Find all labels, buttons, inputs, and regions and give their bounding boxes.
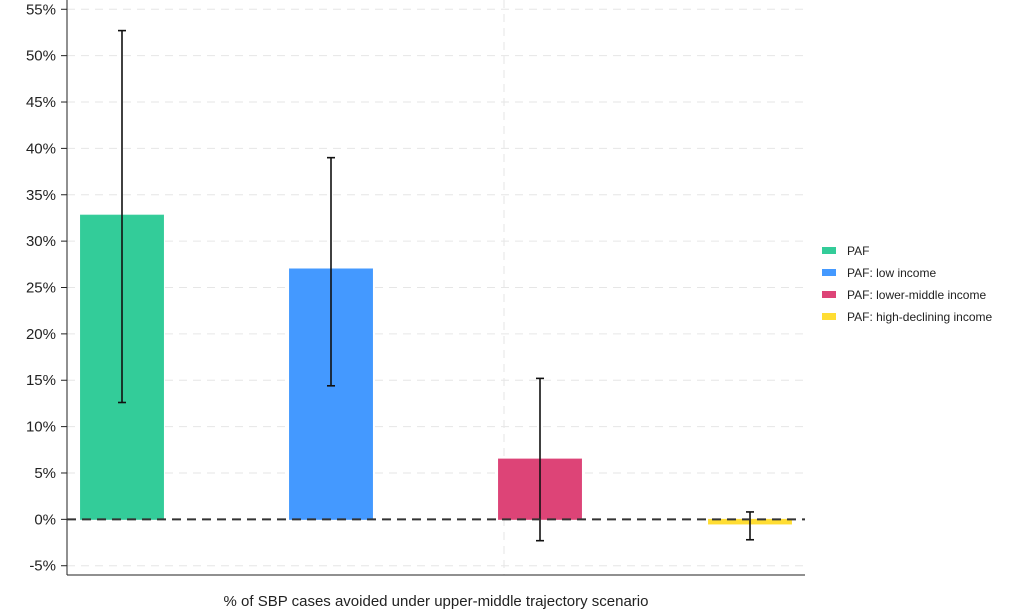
legend-label-3: PAF: high-declining income	[847, 310, 993, 324]
bars	[80, 214, 792, 525]
y-tick-label: 5%	[34, 465, 56, 482]
legend-swatch-2	[822, 291, 836, 298]
legend-label-0: PAF	[847, 244, 869, 258]
legend-swatch-3	[822, 313, 836, 320]
error-bars	[118, 29, 754, 542]
y-tick-label: 45%	[26, 94, 56, 111]
y-tick-label: 30%	[26, 233, 56, 250]
y-tick-label: 25%	[26, 280, 56, 297]
y-ticks: -5% 0% 5% 10% 15% 20% 25% 30% 35% 40% 45% 50% 55%	[26, 1, 67, 575]
legend-swatch-1	[822, 269, 836, 276]
grid	[67, 0, 805, 575]
y-tick-label: 0%	[34, 511, 56, 528]
y-tick-label: 50%	[26, 48, 56, 65]
y-tick-label: 20%	[26, 326, 56, 343]
x-axis-label: % of SBP cases avoided under upper-middl…	[224, 593, 649, 610]
y-tick-label: 55%	[26, 1, 56, 18]
y-tick-label: 15%	[26, 372, 56, 389]
y-tick-label: 35%	[26, 187, 56, 204]
legend-label-2: PAF: lower-middle income	[847, 288, 986, 302]
y-tick-label: 40%	[26, 140, 56, 157]
legend-swatch-0	[822, 247, 836, 254]
legend: PAF PAF: low income PAF: lower-middle inco…	[822, 244, 993, 324]
y-tick-label: 10%	[26, 419, 56, 436]
y-tick-label: -5%	[29, 558, 56, 575]
legend-label-1: PAF: low income	[847, 266, 936, 280]
